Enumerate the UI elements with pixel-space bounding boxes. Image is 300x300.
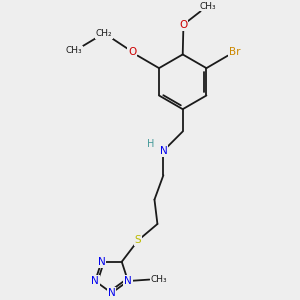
Text: CH₂: CH₂ (96, 29, 112, 38)
Text: N: N (98, 257, 105, 267)
Text: N: N (124, 276, 132, 286)
Text: CH₃: CH₃ (66, 46, 82, 56)
Text: O: O (128, 47, 136, 57)
Text: CH₃: CH₃ (151, 275, 168, 284)
Text: H: H (147, 139, 155, 149)
Text: S: S (135, 235, 141, 245)
Text: CH₃: CH₃ (200, 2, 216, 11)
Text: Br: Br (229, 47, 240, 57)
Text: N: N (160, 146, 167, 156)
Text: O: O (179, 20, 188, 30)
Text: N: N (108, 288, 116, 298)
Text: N: N (91, 276, 99, 286)
